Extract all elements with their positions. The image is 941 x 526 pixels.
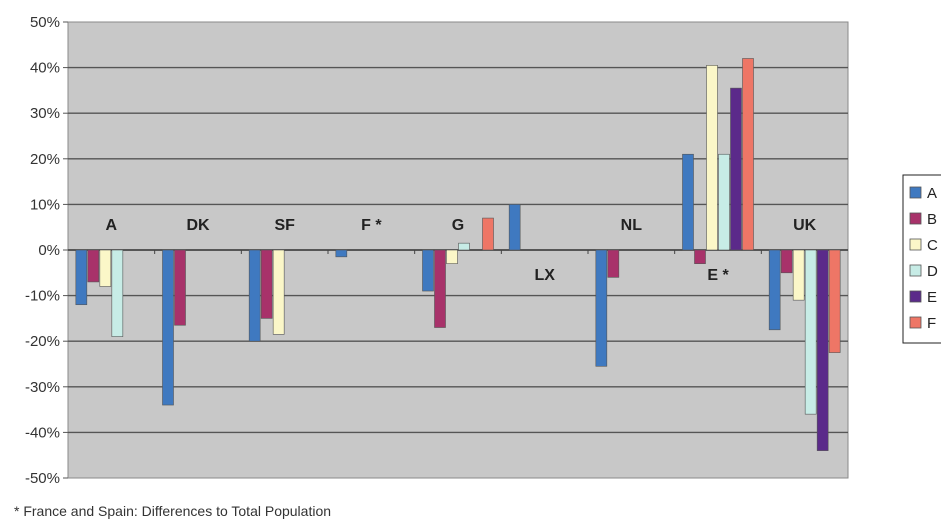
footnote: * France and Spain: Differences to Total…	[14, 503, 332, 519]
y-tick-label: 50%	[30, 14, 60, 31]
bar-d-e	[718, 153, 730, 251]
bar-a-f	[335, 249, 348, 258]
category-label: LX	[534, 267, 555, 284]
y-tick-label: -50%	[25, 470, 60, 487]
legend-swatch	[909, 186, 922, 199]
bar-chart: -50% -40% -30% -20% -10% 0% 10% 20% 30% 40% 50% A D…	[25, 14, 941, 487]
legend-swatch	[909, 238, 922, 251]
bar-b-nl	[607, 249, 620, 278]
legend-label: A	[927, 185, 937, 202]
legend-swatch	[909, 264, 922, 277]
bar-c-g	[446, 249, 458, 264]
bar-a-e	[682, 153, 694, 251]
bar-b-dk	[174, 249, 186, 326]
bar-d-uk	[804, 249, 817, 415]
bar-e-uk	[816, 249, 829, 451]
bar-b-sf	[260, 249, 273, 319]
bar-a-nl	[595, 249, 608, 367]
legend-label: E	[927, 289, 937, 306]
bar-a-dk	[162, 249, 174, 406]
y-axis: -50% -40% -30% -20% -10% 0% 10% 20% 30% 40% 50%	[25, 14, 848, 487]
category-label: E *	[707, 267, 729, 284]
y-tick-label: -10%	[25, 288, 60, 305]
y-tick-label: 20%	[30, 151, 60, 168]
category-labels: A DK SF F * G LX NL E * UK	[106, 217, 817, 284]
y-tick-label: 40%	[30, 60, 60, 77]
category-label: UK	[793, 217, 817, 234]
legend-label: D	[927, 263, 938, 280]
bar-c-uk	[792, 249, 805, 301]
legend-swatch	[909, 212, 922, 225]
legend-swatch	[909, 290, 922, 303]
y-tick-label: -40%	[25, 424, 60, 441]
bar-a-lx	[508, 204, 521, 251]
category-label: NL	[621, 217, 643, 234]
category-label: G	[452, 217, 464, 234]
bar-a-sf	[248, 249, 261, 342]
bar-d-a	[111, 249, 124, 337]
bar-f-uk	[828, 249, 841, 353]
y-tick-label: 10%	[30, 196, 60, 213]
category-label: DK	[186, 217, 210, 234]
category-label: A	[106, 217, 118, 234]
bar-e-e	[730, 87, 742, 251]
bar-c-a	[99, 249, 112, 287]
legend-box	[902, 174, 941, 344]
bar-a-a	[75, 249, 88, 306]
y-tick-label: 30%	[30, 105, 60, 122]
category-label: F *	[361, 217, 382, 234]
bar-d-g	[458, 242, 470, 251]
bar-b-uk	[780, 249, 793, 274]
bars	[75, 58, 841, 451]
bar-c-e	[706, 65, 718, 251]
y-tick-label: 0%	[38, 242, 60, 259]
category-label: SF	[274, 217, 295, 234]
legend-label: C	[927, 237, 938, 254]
bar-c-sf	[272, 249, 285, 335]
y-tick-label: -30%	[25, 379, 60, 396]
y-tick-label: -20%	[25, 333, 60, 350]
legend-label: B	[927, 211, 937, 228]
legend-label: F	[927, 315, 936, 332]
bar-f-e	[742, 58, 754, 251]
bar-b-e	[694, 249, 706, 264]
bar-b-g	[434, 249, 446, 328]
bar-b-a	[87, 249, 100, 283]
bar-a-uk	[768, 249, 781, 331]
legend-swatch	[909, 316, 922, 329]
bar-f-g	[482, 217, 494, 251]
gridlines	[68, 66, 848, 434]
bar-a-g	[422, 249, 434, 292]
